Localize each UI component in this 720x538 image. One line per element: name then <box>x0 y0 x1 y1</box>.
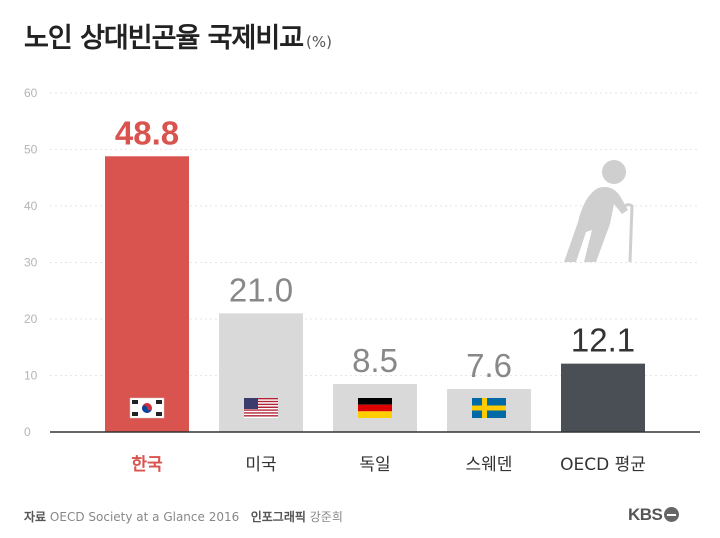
korea-flag-icon <box>129 397 165 419</box>
flag-stripe <box>244 409 278 411</box>
trigram <box>156 400 162 404</box>
flag-stripe <box>244 412 278 414</box>
flag-stripe <box>358 404 392 412</box>
kbs-logo-mark-icon <box>664 507 680 522</box>
category-label: OECD 평균 <box>560 455 646 475</box>
elderly-person-with-cane-icon <box>564 160 634 263</box>
flag-stripe <box>244 406 278 408</box>
flag-cross <box>472 405 506 411</box>
y-tick-label: 40 <box>24 199 38 213</box>
y-tick-label: 50 <box>24 143 38 157</box>
flag-stripe <box>244 403 278 406</box>
flag-stripe <box>244 410 278 413</box>
flag-stripe <box>358 411 392 418</box>
chart-unit: (%) <box>306 33 333 51</box>
bar-chart: 0 10 20 30 40 50 60 48.8 한국 21.0 미국 8.5 독일 7.6 스웨덴 12.1… <box>24 86 700 475</box>
credit-name: 강준희 <box>309 510 343 524</box>
data-label: 21.0 <box>229 271 293 308</box>
trigram <box>132 400 138 404</box>
flag-stripe <box>358 398 392 405</box>
flag-stripe <box>244 408 278 410</box>
flag-stripe <box>244 399 278 401</box>
flag-stripe <box>244 402 278 404</box>
credit-label: 인포그래픽 <box>250 510 306 524</box>
source-text: OECD Society at a Glance 2016 <box>49 510 240 524</box>
taegeuk-blue <box>142 405 152 413</box>
category-label: 한국 <box>131 455 163 475</box>
cane <box>620 203 634 263</box>
category-label: 스웨덴 <box>466 455 513 475</box>
trigram <box>156 412 162 416</box>
usa-flag-icon <box>244 398 278 418</box>
flag-stripe <box>244 413 278 416</box>
sweden-flag-icon <box>472 398 506 418</box>
data-label: 48.8 <box>115 114 179 151</box>
kbs-logo-text: KBS <box>628 505 663 524</box>
category-label: 독일 <box>359 455 390 475</box>
source-label: 자료 <box>24 510 47 524</box>
y-tick-label: 10 <box>24 369 38 383</box>
data-label: 8.5 <box>352 342 398 379</box>
y-tick-label: 20 <box>24 312 38 326</box>
bar <box>105 156 189 432</box>
data-label: 7.6 <box>466 347 512 384</box>
flag-stripe <box>244 398 278 400</box>
flag-stripe <box>244 415 278 417</box>
data-label: 12.1 <box>571 322 635 359</box>
person-body <box>564 187 628 262</box>
germany-flag-icon <box>358 398 392 418</box>
flag-stripe <box>244 416 278 418</box>
chart-title: 노인 상대빈곤율 국제비교 <box>24 23 304 54</box>
kbs-logo: KBS <box>628 505 680 525</box>
footer-source: 자료 OECD Society at a Glance 2016 인포그래픽 강… <box>24 508 343 525</box>
flag-stripe <box>244 405 278 407</box>
flag-stripe <box>244 400 278 403</box>
y-tick-label: 0 <box>24 425 31 439</box>
flag-canton <box>244 398 258 409</box>
trigram <box>132 412 138 416</box>
bar <box>561 363 645 432</box>
chart-title-block: 노인 상대빈곤율 국제비교 (%) <box>24 16 332 55</box>
y-tick-label: 60 <box>24 86 38 100</box>
y-tick-label: 30 <box>24 256 38 270</box>
person-head <box>602 160 626 184</box>
category-label: 미국 <box>245 455 276 475</box>
